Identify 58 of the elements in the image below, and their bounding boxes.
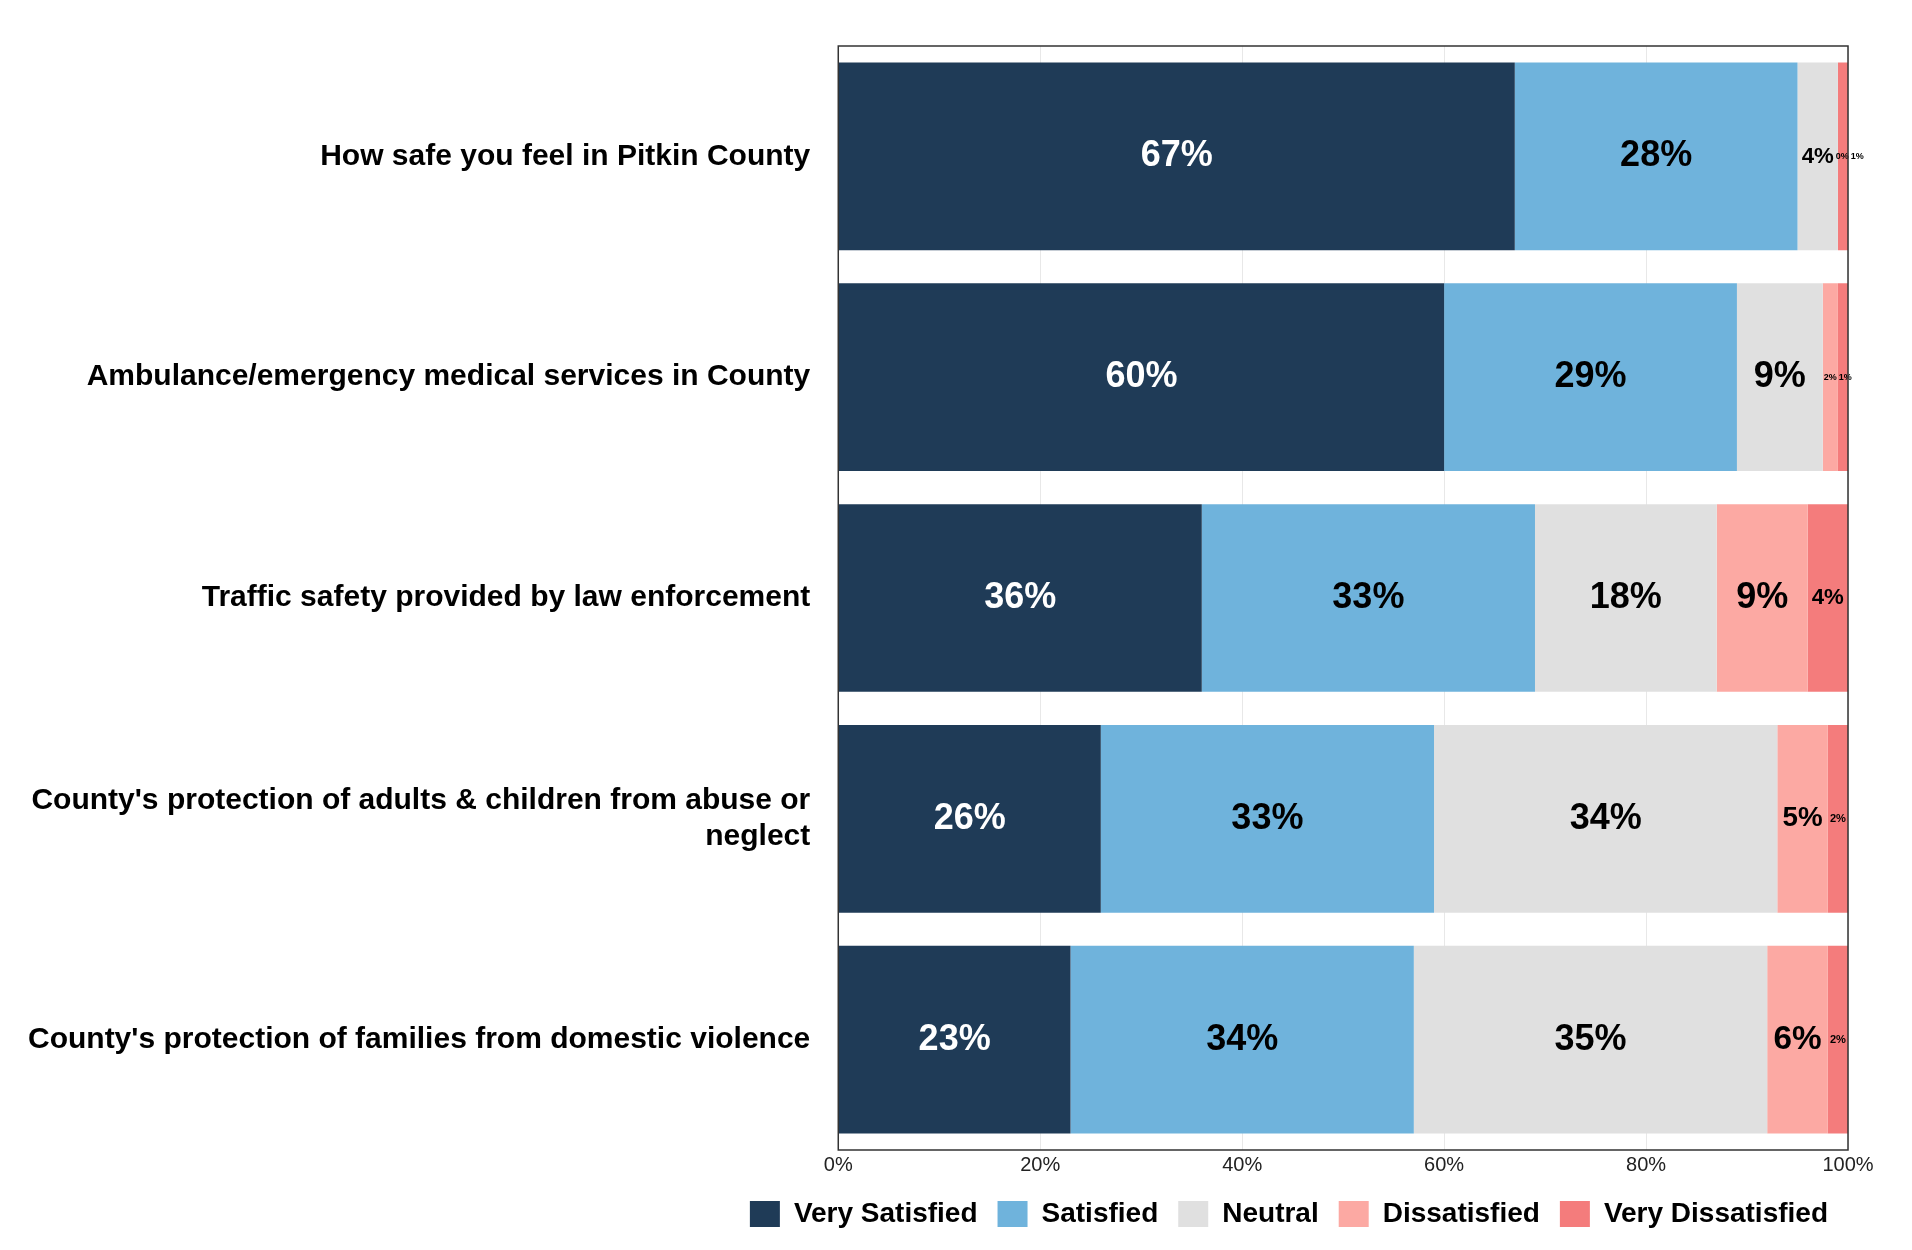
- bar: [1777, 724, 1828, 913]
- data-label: 9%: [1753, 354, 1806, 396]
- legend-label: Very Satisfied: [793, 1196, 978, 1228]
- bar: [1807, 504, 1848, 692]
- data-label: 4%: [1811, 584, 1845, 610]
- bar: [838, 724, 1101, 913]
- bar: [1201, 504, 1535, 692]
- data-label: 28%: [1620, 133, 1693, 175]
- data-label: 34%: [1206, 1016, 1279, 1058]
- y-tick-label: County's protection of families from domestic violence: [27, 1020, 811, 1054]
- x-tick-label: 60%: [1424, 1152, 1465, 1175]
- data-label: 35%: [1554, 1016, 1627, 1058]
- bar: [838, 283, 1445, 472]
- data-label: 2%: [1823, 371, 1837, 382]
- y-tick-label: County's protection of adults & children from abuse or neglect: [31, 782, 811, 852]
- legend-label: Satisfied: [1041, 1196, 1159, 1228]
- data-label: 33%: [1332, 574, 1405, 616]
- x-tick-label: 40%: [1222, 1152, 1263, 1175]
- bar: [1827, 724, 1848, 913]
- data-label: 36%: [984, 574, 1057, 616]
- data-label: 5%: [1782, 801, 1823, 833]
- legend-label: Dissatisfied: [1382, 1196, 1540, 1228]
- data-label: 18%: [1589, 574, 1662, 616]
- bar: [1797, 62, 1838, 251]
- bar: [1444, 283, 1737, 472]
- x-tick-label: 0%: [823, 1152, 853, 1175]
- data-label: 2%: [1829, 811, 1847, 824]
- bar: [838, 62, 1515, 251]
- bar: [1100, 724, 1435, 913]
- bar: [838, 945, 1071, 1134]
- bar: [1070, 945, 1414, 1134]
- data-label: 29%: [1554, 354, 1627, 396]
- data-label: 60%: [1105, 354, 1178, 396]
- y-tick-label: Ambulance/emergency medical services in County: [86, 358, 811, 392]
- bar: [1827, 945, 1848, 1134]
- y-tick-label: How safe you feel in Pitkin County: [320, 137, 811, 171]
- data-label: 23%: [918, 1016, 991, 1058]
- data-label: 6%: [1773, 1018, 1822, 1056]
- x-tick-label: 20%: [1020, 1152, 1061, 1175]
- legend-label: Neutral: [1222, 1196, 1319, 1228]
- bar: [1767, 945, 1828, 1134]
- data-label: 26%: [933, 795, 1006, 837]
- data-label: 1%: [1850, 150, 1864, 161]
- data-label: 9%: [1736, 574, 1789, 616]
- bar: [1514, 62, 1798, 251]
- legend-label: Very Dissatisfied: [1603, 1196, 1828, 1228]
- data-label: 2%: [1829, 1032, 1847, 1045]
- bar: [1822, 283, 1838, 472]
- x-tick-label: 100%: [1822, 1152, 1874, 1175]
- x-tick-label: 80%: [1626, 1152, 1667, 1175]
- data-label: 33%: [1231, 795, 1304, 837]
- y-tick-label: Traffic safety provided by law enforcement: [201, 579, 811, 613]
- data-label: 67%: [1140, 133, 1213, 175]
- bar: [1716, 504, 1808, 692]
- bar: [1736, 283, 1823, 472]
- data-label: 4%: [1801, 142, 1835, 168]
- bar: [838, 504, 1202, 692]
- data-label: 34%: [1569, 795, 1642, 837]
